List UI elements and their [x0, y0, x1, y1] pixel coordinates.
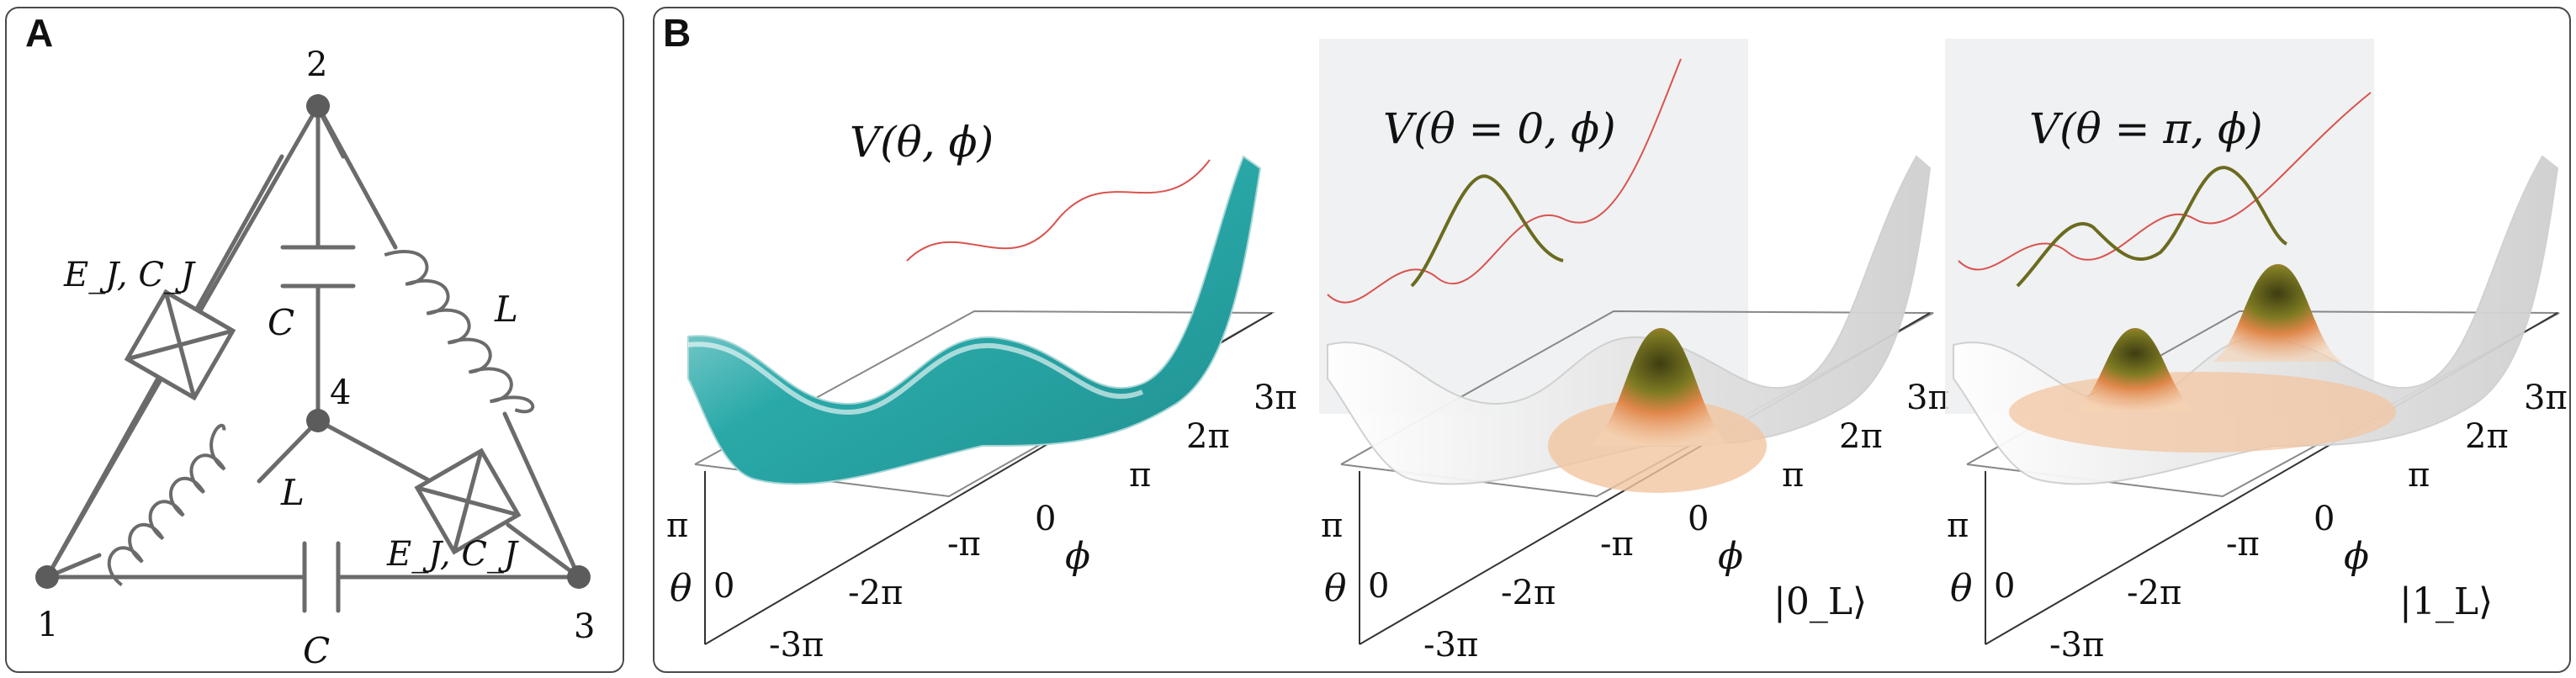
plot-3-phi-tick: -3π [2049, 626, 2104, 665]
plot-1-phi-tick: 2π [1186, 417, 1230, 456]
plot-1-theta-tick: 0 [713, 567, 734, 606]
inductor-left [107, 423, 226, 586]
panel-b-potentials: B V(θ, ϕ) [653, 7, 2571, 673]
plot-1-phi-label: ϕ [1065, 535, 1090, 578]
plot-2-phi-label: ϕ [1718, 535, 1743, 578]
plot-2-phi-tick: π [1782, 456, 1804, 495]
plot-3-wavefunction-peak-left [2073, 328, 2197, 412]
plot-1-phi-tick: π [1129, 456, 1151, 495]
josephson-junction-right [414, 448, 522, 555]
plot-2-ket-label: |0_L⟩ [1773, 580, 1867, 623]
plot-3-phi-label: ϕ [2344, 535, 2369, 578]
capacitor-label-bottom: C [303, 630, 330, 671]
wire-2-ind [315, 103, 398, 250]
plot-2-phi-tick: 2π [1839, 417, 1883, 456]
plot-3-wavefunction-base [2009, 372, 2396, 453]
plot-3-theta-label: θ [1950, 567, 1973, 610]
plot-3-theta-tick: π [1947, 506, 1969, 545]
plot-3: V(θ = π, ϕ) -3π -2π -π 0 π 2π 3π ϕ π 0 θ… [1945, 39, 2568, 665]
plot-2-phi-tick: -2π [1501, 574, 1556, 612]
plot-2-surface [1327, 155, 1932, 485]
plot-1-theta-tick: π [666, 506, 688, 545]
node-label-1: 1 [37, 606, 58, 644]
plot-1-phi-tick: 0 [1035, 500, 1056, 538]
potential-plots: V(θ, ϕ) -3π -2π -π 0 π 2π 3π ϕ π 0 θ [666, 39, 2568, 665]
circuit-diagram: 1 2 3 4 E_J, C_J E_J, C_J C C L L [35, 45, 595, 671]
plot-3-phi-tick: -2π [2127, 574, 2181, 612]
plot-3-theta-tick: 0 [1994, 567, 2015, 606]
plot-1-phi-tick: -2π [848, 574, 903, 612]
inductor-label-right: L [494, 289, 518, 330]
plot-3-phi-tick: -π [2226, 525, 2260, 564]
plot-1-phi-tick: 3π [1254, 379, 1297, 417]
inductor-right [384, 249, 535, 414]
plot-3-title: V(θ = π, ϕ) [2029, 104, 2263, 153]
plot-3-ket-label: |1_L⟩ [2399, 580, 2493, 623]
node-4 [306, 409, 330, 432]
wire-jj-3 [506, 522, 581, 580]
plot-2-wavefunction [1410, 174, 1564, 288]
wire-4-jj [315, 418, 430, 482]
plot-2: V(θ = 0, ϕ) -3π -2π -π 0 π 2π 3π ϕ π 0 θ… [1319, 39, 1950, 665]
plot-1-surface [687, 155, 1262, 485]
plot-1: V(θ, ϕ) -3π -2π -π 0 π 2π 3π ϕ π 0 θ [666, 118, 1297, 665]
plot-2-phi-tick: 0 [1688, 500, 1709, 538]
plot-3-potential-line [1958, 92, 2372, 271]
wire-ind-4 [257, 418, 321, 484]
plot-1-title: V(θ, ϕ) [850, 118, 994, 167]
plot-1-theta-label: θ [670, 567, 692, 610]
plot-3-phi-tick: 2π [2465, 417, 2509, 456]
plot-1-phi-tick: -π [947, 525, 981, 564]
plot-3-wavefunction-peak-right [2213, 264, 2342, 362]
plot-2-phi-tick: -3π [1423, 626, 1478, 665]
panel-a-circuit: A [5, 7, 624, 673]
junction-label-right: E_J, C_J [386, 535, 519, 574]
node-2 [306, 94, 330, 118]
node-3 [567, 565, 591, 589]
plot-2-title: V(θ = 0, ϕ) [1383, 104, 1616, 153]
capacitor-label-vertical: C [268, 302, 294, 343]
plot-2-wavefunction-peak [1588, 328, 1731, 446]
plot-2-phi-tick: 3π [1906, 379, 1950, 417]
plot-2-floor [1340, 310, 1934, 498]
plot-3-phi-tick: π [2408, 456, 2430, 495]
panel-a-label: A [25, 11, 54, 55]
plot-2-potential-line [1327, 58, 1682, 304]
node-label-3: 3 [574, 607, 595, 646]
plot-2-theta-tick: 0 [1368, 567, 1389, 606]
plot-3-phi-tick: 3π [2524, 379, 2568, 417]
inductor-label-left: L [280, 472, 305, 513]
panel-b-label: B [663, 11, 692, 55]
plot-1-potential-line [906, 159, 1211, 262]
node-label-2: 2 [306, 45, 327, 84]
plot-2-phi-tick: -π [1600, 525, 1634, 564]
node-label-4: 4 [330, 373, 351, 412]
plot-2-theta-tick: π [1321, 506, 1343, 545]
plot-2-theta-label: θ [1324, 567, 1347, 610]
node-1 [35, 565, 59, 589]
wire-ind-3 [502, 411, 581, 580]
plot-3-phi-tick: 0 [2314, 500, 2335, 538]
plot-3-wavefunction [2016, 166, 2288, 288]
josephson-junction-left [124, 289, 236, 401]
junction-label-left: E_J, C_J [63, 256, 196, 294]
plot-1-phi-tick: -3π [769, 626, 824, 665]
